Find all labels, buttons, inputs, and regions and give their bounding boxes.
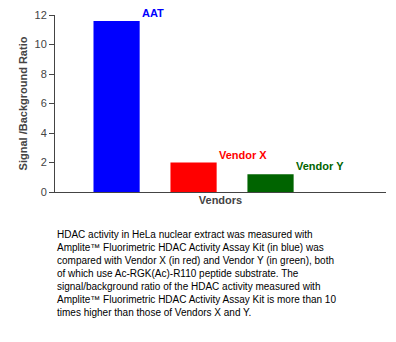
svg-text:10: 10 [35, 38, 47, 50]
svg-text:4: 4 [41, 127, 47, 139]
svg-text:Vendor Y: Vendor Y [296, 160, 344, 172]
svg-text:Vendors: Vendors [199, 194, 242, 206]
svg-text:6: 6 [41, 97, 47, 109]
svg-text:Vendor X: Vendor X [219, 149, 267, 161]
svg-text:12: 12 [35, 9, 47, 21]
svg-text:8: 8 [41, 68, 47, 80]
svg-text:AAT: AAT [142, 7, 164, 19]
svg-text:HDAC activity in HeLa nuclear: HDAC activity in HeLa nuclear extract wa… [57, 229, 336, 318]
svg-text:2: 2 [41, 156, 47, 168]
svg-text:Signal /Background Ratio: Signal /Background Ratio [17, 36, 29, 170]
svg-text:0: 0 [41, 186, 47, 198]
